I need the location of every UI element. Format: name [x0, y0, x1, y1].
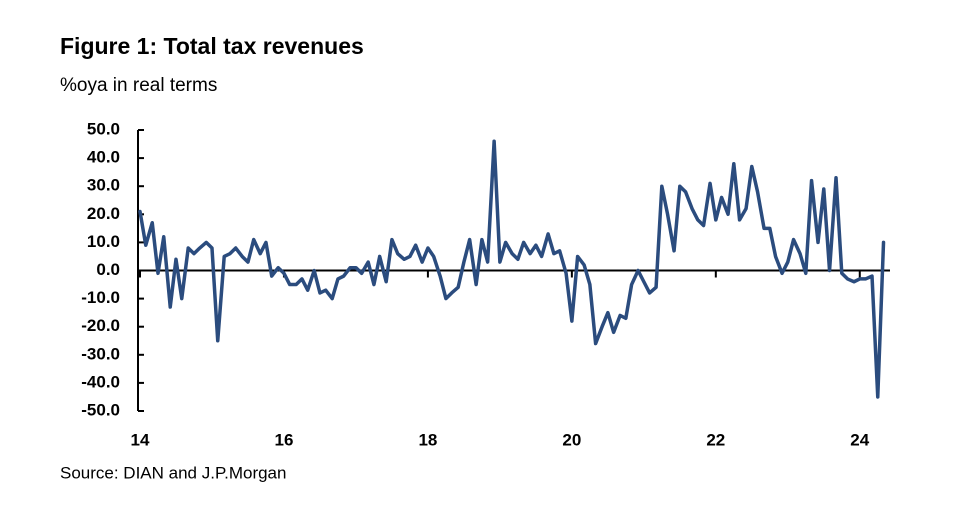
x-tick-label: 24 [850, 430, 869, 449]
y-tick-label: 10.0 [87, 232, 120, 251]
data-line [138, 139, 886, 399]
x-tick-label: 16 [274, 430, 293, 449]
y-tick-label: 0.0 [96, 260, 120, 279]
y-tick-label: 30.0 [87, 176, 120, 195]
y-tick-label: 40.0 [87, 148, 120, 167]
x-tick-label: 14 [131, 430, 150, 449]
y-tick-label: 20.0 [87, 204, 120, 223]
x-tick-label: 18 [418, 430, 437, 449]
y-tick-label: -50.0 [81, 400, 120, 419]
chart-subtitle: %oya in real terms [60, 75, 217, 96]
y-tick-label: -30.0 [81, 344, 120, 363]
x-tick-label: 20 [562, 430, 581, 449]
chart-title: Figure 1: Total tax revenues [60, 33, 364, 59]
y-tick-label: 50.0 [87, 119, 120, 138]
y-tick-label: -40.0 [81, 372, 120, 391]
x-tick-label: 22 [706, 430, 725, 449]
y-tick-label: -10.0 [81, 288, 120, 307]
y-tick-label: -20.0 [81, 316, 120, 335]
source-note: Source: DIAN and J.P.Morgan [60, 463, 286, 482]
